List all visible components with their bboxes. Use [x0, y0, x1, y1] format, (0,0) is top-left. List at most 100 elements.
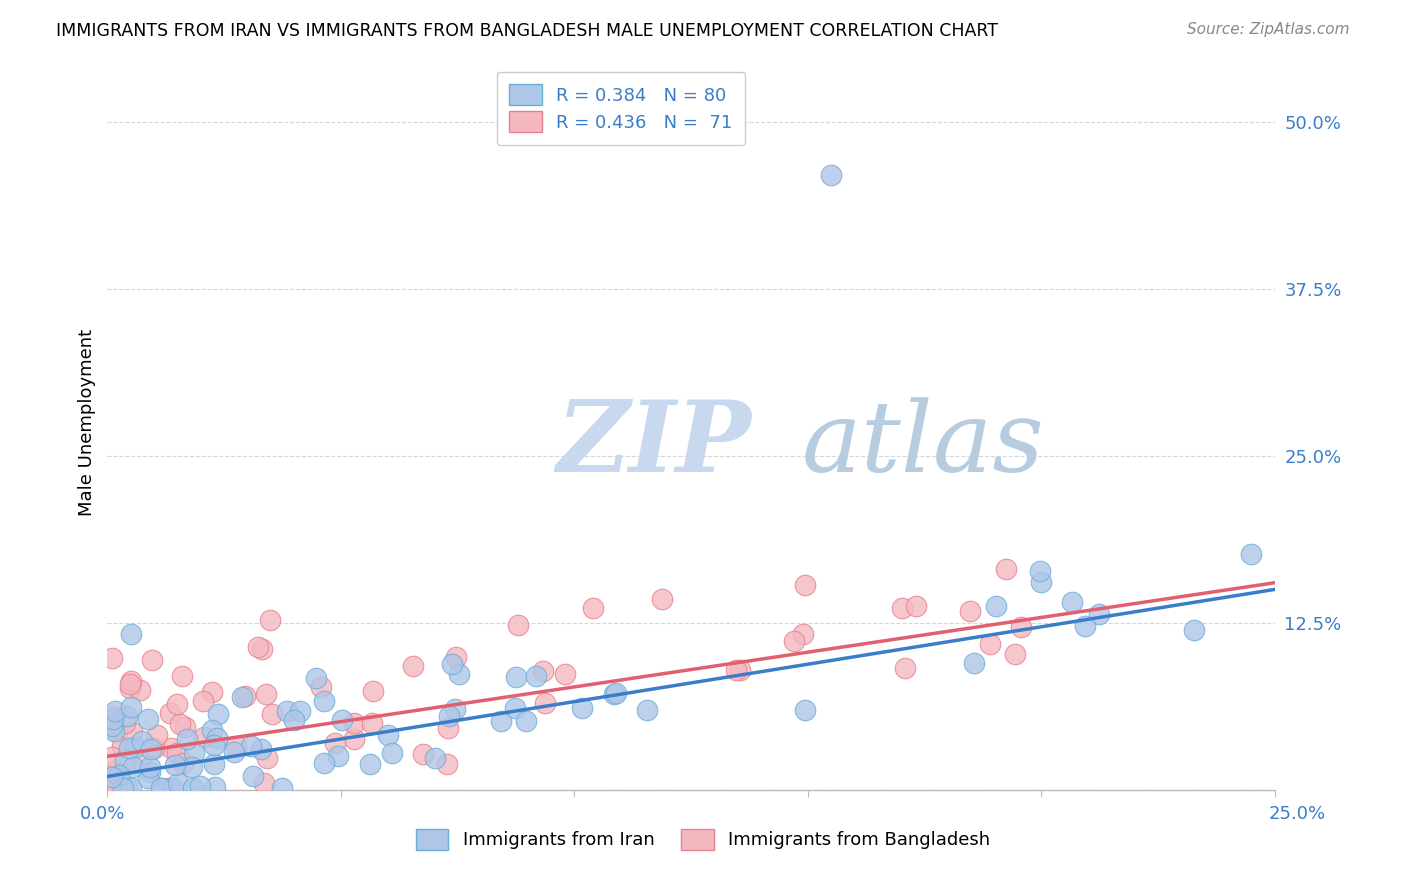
Point: [1074, 619, 1097, 633]
Point: [979, 637, 1001, 651]
Point: [489, 714, 512, 728]
Point: [359, 757, 381, 772]
Text: 0.0%: 0.0%: [80, 805, 125, 823]
Point: [128, 682, 150, 697]
Point: [423, 751, 446, 765]
Point: [200, 685, 222, 699]
Point: [381, 746, 404, 760]
Point: [440, 657, 463, 671]
Point: [792, 627, 814, 641]
Point: [309, 680, 332, 694]
Point: [259, 613, 281, 627]
Point: [1240, 547, 1263, 561]
Point: [193, 730, 215, 744]
Point: [581, 600, 603, 615]
Point: [159, 706, 181, 720]
Point: [111, 781, 134, 796]
Point: [515, 714, 537, 729]
Point: [105, 781, 128, 796]
Point: [104, 764, 127, 779]
Point: [101, 712, 124, 726]
Point: [1029, 575, 1052, 590]
Point: [436, 756, 458, 771]
Point: [503, 700, 526, 714]
Point: [162, 781, 184, 796]
Point: [176, 732, 198, 747]
Point: [256, 751, 278, 765]
Point: [437, 721, 460, 735]
Point: [108, 768, 131, 782]
Point: [121, 724, 143, 739]
Point: [283, 713, 305, 727]
Point: [172, 669, 194, 683]
Point: [146, 728, 169, 742]
Point: [986, 599, 1008, 614]
Point: [782, 633, 804, 648]
Point: [254, 687, 277, 701]
Point: [506, 618, 529, 632]
Point: [363, 684, 385, 698]
Point: [129, 753, 152, 767]
Point: [253, 775, 276, 789]
Point: [101, 650, 124, 665]
Point: [120, 626, 142, 640]
Point: [270, 781, 292, 796]
Point: [105, 724, 128, 739]
Point: [554, 667, 576, 681]
Point: [136, 712, 159, 726]
Point: [181, 781, 204, 796]
Point: [141, 653, 163, 667]
Point: [524, 668, 547, 682]
Point: [124, 739, 146, 754]
Point: [330, 713, 353, 727]
Point: [115, 781, 138, 796]
Point: [443, 702, 465, 716]
Point: [183, 747, 205, 761]
Point: [343, 731, 366, 746]
Point: [103, 723, 125, 738]
Point: [202, 756, 225, 771]
Point: [343, 715, 366, 730]
Point: [101, 770, 124, 784]
Text: Source: ZipAtlas.com: Source: ZipAtlas.com: [1187, 22, 1350, 37]
Point: [101, 709, 124, 723]
Point: [160, 740, 183, 755]
Point: [136, 771, 159, 785]
Point: [114, 753, 136, 767]
Point: [1060, 595, 1083, 609]
Point: [225, 739, 247, 753]
Point: [959, 604, 981, 618]
Point: [156, 781, 179, 796]
Point: [437, 709, 460, 723]
Point: [1184, 623, 1206, 637]
Point: [603, 687, 626, 701]
Point: [120, 700, 142, 714]
Point: [149, 781, 172, 796]
Point: [323, 736, 346, 750]
Point: [893, 661, 915, 675]
Point: [793, 578, 815, 592]
Point: [533, 664, 555, 678]
Point: [143, 740, 166, 755]
Point: [174, 720, 197, 734]
Point: [172, 756, 194, 770]
Point: [820, 169, 842, 183]
Point: [505, 670, 527, 684]
Point: [207, 707, 229, 722]
Point: [571, 700, 593, 714]
Point: [724, 663, 747, 677]
Point: [246, 640, 269, 655]
Point: [118, 677, 141, 691]
Point: [188, 779, 211, 793]
Point: [118, 741, 141, 756]
Point: [169, 717, 191, 731]
Point: [242, 769, 264, 783]
Point: [165, 757, 187, 772]
Point: [240, 739, 263, 754]
Point: [891, 600, 914, 615]
Point: [1010, 620, 1032, 634]
Point: [122, 760, 145, 774]
Point: [994, 562, 1017, 576]
Point: [166, 698, 188, 712]
Point: [905, 599, 928, 614]
